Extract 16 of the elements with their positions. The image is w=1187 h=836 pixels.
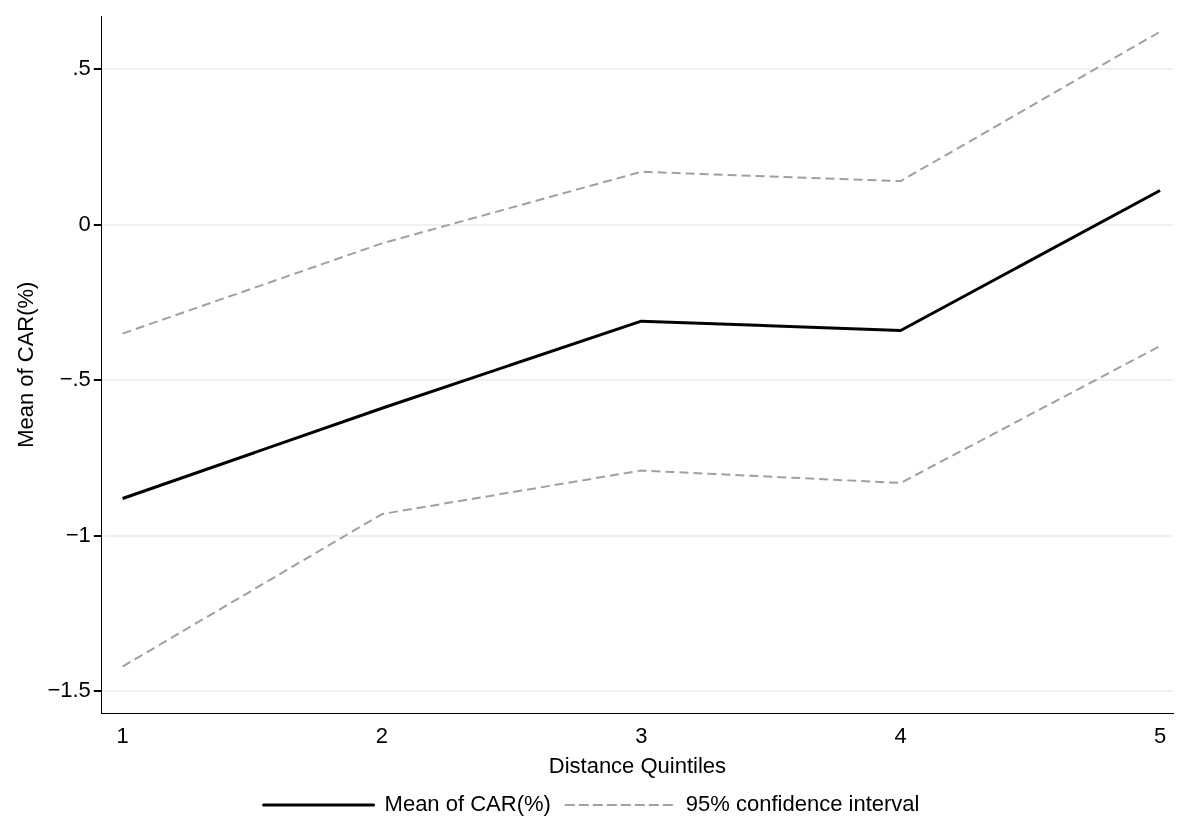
x-tick-label: 2	[375, 723, 389, 749]
x-tick-label: 4	[894, 723, 907, 749]
y-tick-label: .5	[72, 55, 91, 81]
x-tick-label: 3	[635, 723, 648, 749]
x-tick-label: 5	[1153, 723, 1167, 749]
y-tick-label: −1	[65, 521, 91, 547]
x-axis-title: Distance Quintiles	[548, 752, 727, 778]
line-series	[121, 345, 1162, 668]
y-tick-label: −.5	[59, 366, 91, 392]
y-tick-label: −1.5	[47, 677, 91, 703]
y-axis-title: Mean of CAR(%)	[13, 281, 39, 448]
line-series	[121, 30, 1162, 335]
legend-label: Mean of CAR(%)	[384, 791, 551, 817]
y-tick-label: 0	[78, 210, 91, 236]
legend-label: 95% confidence interval	[685, 791, 920, 817]
x-tick-label: 1	[116, 723, 129, 749]
